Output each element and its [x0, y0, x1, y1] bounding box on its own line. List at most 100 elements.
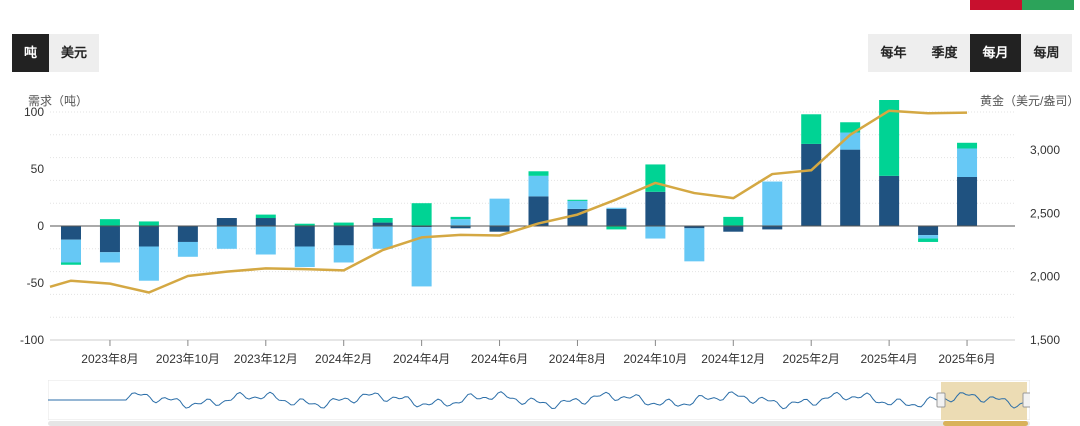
bar-segment	[957, 148, 978, 177]
bar-segment	[255, 226, 276, 255]
left-axis-title: 需求（吨）	[28, 94, 89, 108]
bar-segment	[177, 241, 198, 257]
x-tick-label: 2024年10月	[623, 352, 687, 366]
period-monthly-button[interactable]: 每月	[970, 34, 1021, 72]
period-yearly-button[interactable]: 每年	[868, 34, 919, 72]
right-axis-title: 黄金（美元/盎司）	[980, 94, 1080, 108]
x-tick-label: 2024年8月	[549, 352, 606, 366]
left-tick-label: -100	[20, 333, 44, 347]
right-tick-label: 2,000	[1030, 270, 1060, 284]
navigator-handle	[936, 392, 946, 408]
navigator-scroll-thumb[interactable]	[943, 421, 1028, 426]
bar-segment	[528, 196, 549, 226]
red-tab	[970, 0, 1022, 10]
bar-segment	[61, 262, 81, 265]
x-tick-label: 2023年12月	[234, 352, 298, 366]
bar-segment	[684, 228, 705, 262]
bar-segment	[177, 226, 198, 242]
bar-segment	[528, 175, 549, 197]
bar-segment	[957, 142, 978, 149]
bar-segment	[411, 227, 432, 287]
bar-segment	[99, 226, 120, 253]
bar-segment	[372, 222, 393, 226]
bar-segment	[723, 226, 744, 232]
bar-segment	[645, 191, 666, 226]
navigator-frame	[48, 380, 1030, 420]
bar-segment	[957, 176, 978, 226]
x-tick-label: 2023年10月	[156, 352, 220, 366]
bar-segment	[918, 226, 939, 236]
x-tick-label: 2025年4月	[860, 352, 917, 366]
bar-segment	[294, 226, 315, 247]
bar-segment	[567, 199, 588, 201]
left-tick-label: 100	[24, 105, 44, 119]
bar-segment	[918, 235, 939, 239]
bar-segment	[645, 164, 666, 192]
bar-segment	[333, 226, 354, 246]
x-tick-label: 2024年12月	[701, 352, 765, 366]
bar-segment	[411, 226, 432, 228]
bar-segment	[450, 226, 471, 229]
bar-segment	[762, 181, 783, 226]
bar-segment	[606, 226, 627, 230]
x-tick-label: 2023年8月	[81, 352, 138, 366]
x-tick-label: 2025年2月	[783, 352, 840, 366]
bar-segment	[255, 214, 276, 219]
navigator-series-line	[48, 391, 1030, 410]
navigator-window	[941, 382, 1027, 420]
top-right-color-tabs	[970, 0, 1074, 10]
bar-segment	[411, 203, 432, 226]
bar-segment	[762, 226, 783, 230]
range-navigator[interactable]	[48, 380, 1030, 420]
bar-segment	[255, 218, 276, 226]
bar-segment	[138, 221, 159, 226]
green-tab	[1022, 0, 1074, 10]
bar-segment	[216, 218, 237, 226]
bar-segment	[840, 149, 861, 226]
x-tick-label: 2024年6月	[471, 352, 528, 366]
navigator-handle	[1022, 392, 1030, 408]
bar-segment	[99, 219, 120, 226]
bar-segment	[99, 252, 120, 263]
bar-segment	[801, 114, 822, 144]
bar-segment	[489, 226, 510, 232]
bar-segment	[333, 245, 354, 263]
bar-segment	[138, 226, 159, 247]
x-tick-label: 2024年2月	[315, 352, 372, 366]
unit-toggle: 吨 美元	[12, 34, 100, 72]
unit-usd-button[interactable]: 美元	[49, 34, 100, 72]
bar-segment	[567, 200, 588, 209]
bar-segment	[528, 171, 549, 176]
right-tick-label: 2,500	[1030, 206, 1060, 220]
period-weekly-button[interactable]: 每周	[1021, 34, 1072, 72]
x-tick-label: 2024年4月	[393, 352, 450, 366]
gold-price-line	[49, 109, 968, 294]
bar-segment	[801, 143, 822, 226]
bar-segment	[216, 226, 237, 249]
bar-segment	[684, 226, 705, 229]
bar-segment	[61, 226, 81, 240]
bar-segment	[138, 246, 159, 281]
bar-segment	[918, 238, 939, 242]
left-tick-label: 50	[31, 162, 45, 176]
bar-segment	[372, 218, 393, 223]
bar-segment	[723, 216, 744, 226]
demand-chart[interactable]: -100 -50 0 50 100 1,500 2,000 2,500 3,000 2023年8月…	[0, 100, 1080, 375]
bar-segment	[840, 122, 861, 133]
bar-segment	[450, 216, 471, 220]
bar-segment	[294, 223, 315, 226]
bar-segment	[333, 222, 354, 226]
navigator-scrollbar[interactable]	[48, 421, 1030, 426]
left-tick-label: 0	[37, 219, 44, 233]
bar-segment	[450, 219, 471, 226]
unit-tonnes-button[interactable]: 吨	[12, 34, 50, 72]
right-tick-label: 3,000	[1030, 143, 1060, 157]
bar-segment	[879, 175, 900, 226]
bar-segment	[879, 100, 900, 176]
left-tick-label: -50	[27, 276, 45, 290]
bar-segment	[606, 208, 627, 226]
bar-segment	[840, 132, 861, 150]
bar-segment	[61, 239, 81, 263]
period-quarterly-button[interactable]: 季度	[919, 34, 970, 72]
bar-segment	[489, 198, 510, 226]
